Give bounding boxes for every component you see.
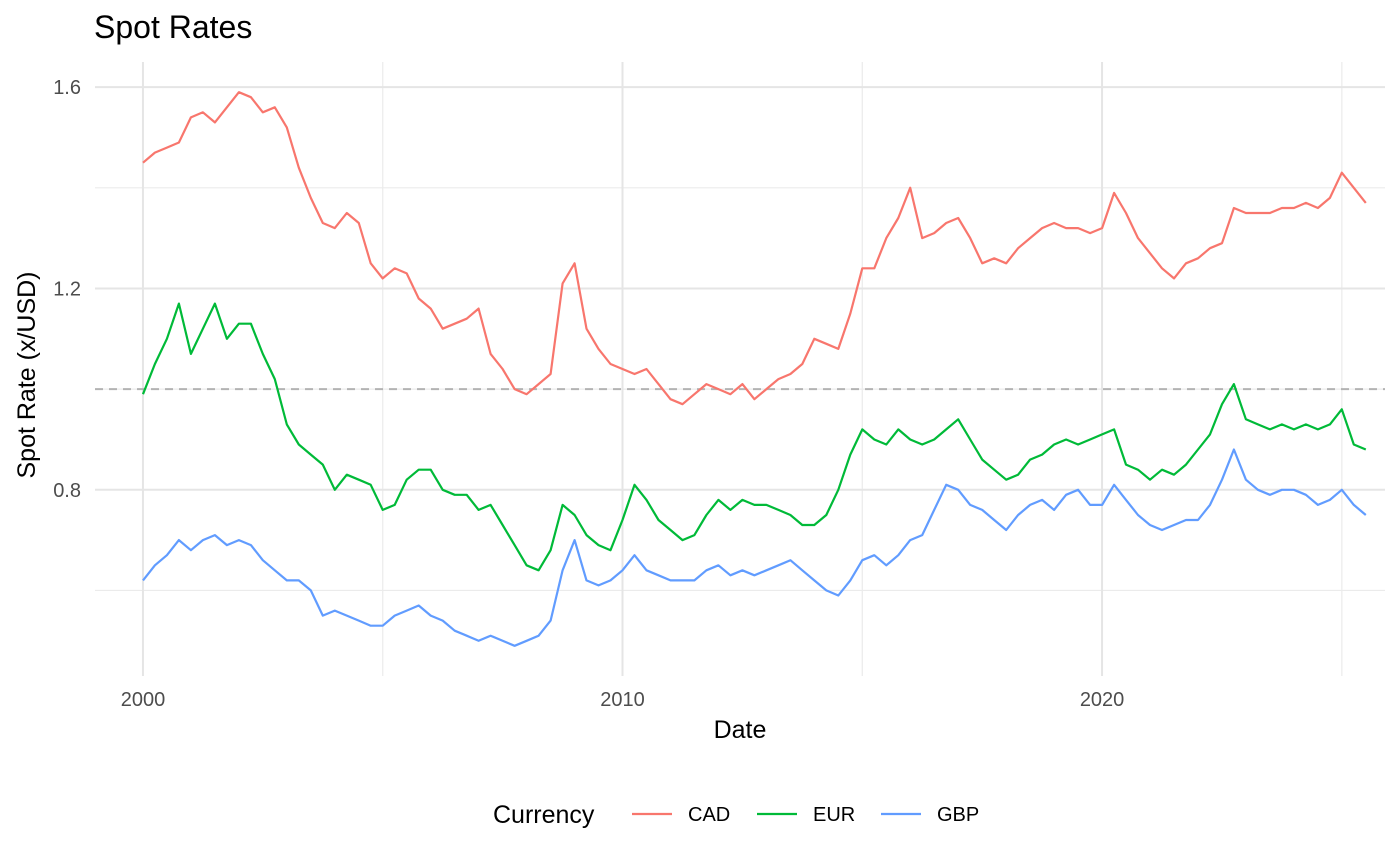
series-lines: [141, 91, 1367, 647]
series-line-eur: [141, 302, 1367, 572]
legend-item-gbp: GBP: [881, 804, 979, 826]
chart-title: Spot Rates: [94, 9, 253, 45]
legend-label: CAD: [688, 804, 730, 826]
x-tick-label: 2010: [600, 689, 645, 711]
x-tick-label: 2020: [1080, 689, 1125, 711]
legend-label: EUR: [813, 804, 855, 826]
legend-item-cad: CAD: [632, 804, 730, 826]
legend-item-eur: EUR: [757, 804, 855, 826]
y-tick-label: 1.6: [53, 77, 81, 99]
grid-lines: [95, 62, 1385, 676]
x-axis-title: Date: [714, 716, 767, 744]
legend: Currency CAD EUR GBP: [493, 801, 979, 829]
y-axis-title: Spot Rate (x/USD): [13, 271, 41, 478]
y-tick-label: 1.2: [53, 278, 81, 300]
legend-title: Currency: [493, 801, 595, 829]
series-line-cad: [142, 91, 1367, 406]
tick-labels: 0.8 1.2 1.6 2000 2010 2020: [53, 77, 1124, 711]
series-line-gbp: [142, 448, 1367, 647]
legend-label: GBP: [937, 804, 979, 826]
x-tick-label: 2000: [121, 689, 166, 711]
legend-items: CAD EUR GBP: [632, 804, 979, 826]
y-tick-label: 0.8: [53, 480, 81, 502]
